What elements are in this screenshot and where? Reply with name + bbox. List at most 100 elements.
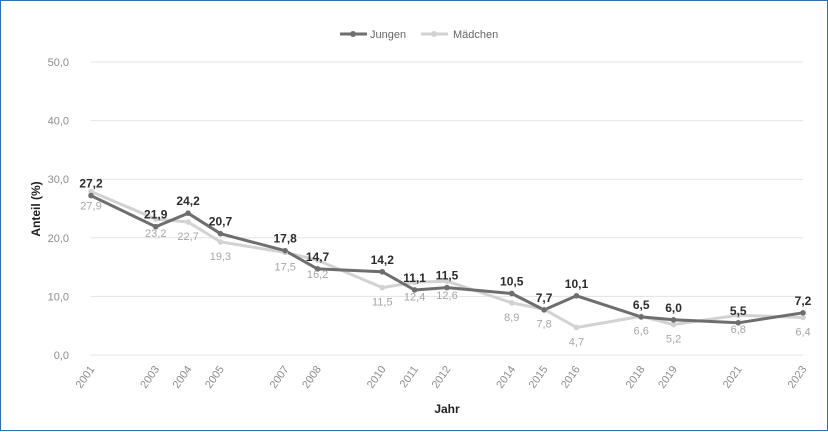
x-tick-label: 2007 xyxy=(268,364,292,391)
marker-jungen xyxy=(735,319,742,326)
x-tick-label: 2015 xyxy=(527,364,551,391)
data-label-maedchen: 6,8 xyxy=(731,324,746,336)
marker-maedchen xyxy=(573,324,580,331)
marker-jungen xyxy=(411,287,418,293)
data-label-jungen: 7,2 xyxy=(795,294,812,308)
data-label-maedchen: 27,9 xyxy=(80,201,101,213)
gridlines xyxy=(91,61,803,356)
marker-maedchen xyxy=(508,300,515,306)
marker-jungen xyxy=(379,268,386,275)
data-label-maedchen: 23,2 xyxy=(145,228,166,240)
data-label-maedchen: 11,5 xyxy=(372,297,393,309)
x-tick-label: 2023 xyxy=(786,364,810,391)
legend-marker-jungen xyxy=(350,31,356,37)
y-tick-label: 30,0 xyxy=(48,174,69,186)
x-tick-label: 2003 xyxy=(138,364,162,391)
marker-jungen xyxy=(152,223,159,230)
marker-jungen xyxy=(800,310,806,316)
marker-maedchen xyxy=(670,321,677,328)
marker-jungen xyxy=(541,307,547,313)
x-axis-ticks: 2001 2003 2004 2005 2007 2008 2010 2011 2012 2014… xyxy=(74,364,810,391)
x-tick-label: 2010 xyxy=(365,364,389,391)
data-label-maedchen: 7,8 xyxy=(536,318,551,330)
legend-marker-maedchen xyxy=(431,31,437,37)
marker-maedchen xyxy=(379,284,386,291)
y-tick-label: 50,0 xyxy=(48,57,69,69)
data-label-jungen: 5,5 xyxy=(730,304,747,318)
marker-maedchen xyxy=(444,278,450,284)
x-tick-label: 2021 xyxy=(721,364,745,391)
data-label-maedchen: 12,6 xyxy=(436,290,457,302)
y-tick-label: 20,0 xyxy=(48,233,69,245)
data-label-jungen: 11,1 xyxy=(403,271,426,285)
data-label-maedchen: 8,9 xyxy=(504,312,519,324)
marker-maedchen xyxy=(735,312,742,318)
data-label-jungen: 6,5 xyxy=(633,298,650,312)
marker-maedchen xyxy=(217,239,224,245)
series-lines xyxy=(90,190,804,329)
data-label-jungen: 11,5 xyxy=(436,269,459,283)
x-axis-title: Jahr xyxy=(434,402,460,416)
marker-jungen xyxy=(508,290,515,297)
x-tick-label: 2019 xyxy=(656,364,680,391)
data-label-jungen: 21,9 xyxy=(144,208,168,222)
marker-jungen xyxy=(314,266,321,272)
y-tick-label: 40,0 xyxy=(48,116,69,128)
x-tick-label: 2001 xyxy=(74,364,98,391)
data-label-maedchen: 6,6 xyxy=(634,325,649,337)
x-tick-label: 2014 xyxy=(494,364,518,391)
y-axis-ticks: 0,0 10,0 20,0 30,0 40,0 50,0 xyxy=(48,57,69,362)
marker-jungen xyxy=(185,210,191,216)
marker-jungen xyxy=(670,317,677,323)
marker-jungen xyxy=(217,230,224,237)
data-label-jungen: 14,7 xyxy=(306,250,330,264)
marker-jungen xyxy=(573,293,580,299)
data-label-jungen: 24,2 xyxy=(176,194,200,208)
x-tick-label: 2012 xyxy=(430,364,454,391)
data-label-maedchen: 17,5 xyxy=(274,261,295,273)
data-label-maedchen: 6,4 xyxy=(795,326,810,338)
x-tick-label: 2016 xyxy=(559,364,583,391)
data-label-jungen: 20,7 xyxy=(209,215,233,229)
x-tick-label: 2011 xyxy=(398,364,421,390)
data-label-jungen: 27,2 xyxy=(79,177,103,191)
y-tick-label: 0,0 xyxy=(54,350,69,362)
data-label-maedchen: 12,4 xyxy=(404,291,425,303)
marker-jungen xyxy=(444,284,450,291)
x-tick-label: 2005 xyxy=(203,364,227,391)
marker-maedchen xyxy=(185,219,191,225)
marker-maedchen xyxy=(152,216,159,222)
x-tick-label: 2008 xyxy=(300,364,324,391)
data-label-maedchen: 22,7 xyxy=(177,231,198,243)
marker-maedchen xyxy=(314,257,321,263)
marker-maedchen xyxy=(411,279,418,286)
x-tick-label: 2004 xyxy=(171,364,195,391)
data-label-maedchen: 16,2 xyxy=(307,269,328,281)
legend-label-maedchen: Mädchen xyxy=(453,29,498,41)
y-tick-label: 10,0 xyxy=(48,291,69,303)
data-label-jungen: 10,5 xyxy=(500,274,524,288)
data-label-jungen: 14,2 xyxy=(371,253,395,267)
data-label-jungen: 10,1 xyxy=(565,277,589,291)
marker-jungen xyxy=(88,192,94,199)
data-label-jungen: 17,8 xyxy=(274,232,298,246)
x-tick-label: 2018 xyxy=(624,364,648,391)
data-label-maedchen: 5,2 xyxy=(666,334,681,346)
data-label-jungen: 7,7 xyxy=(536,291,553,305)
legend-label-jungen: Jungen xyxy=(370,29,406,41)
data-label-maedchen: 19,3 xyxy=(210,251,231,263)
y-axis-title: Anteil (%) xyxy=(29,181,43,236)
series-line-maedchen xyxy=(90,190,804,329)
data-label-maedchen: 4,7 xyxy=(569,336,584,348)
data-label-jungen: 6,0 xyxy=(665,301,682,315)
marker-maedchen xyxy=(800,314,806,321)
series-line-jungen xyxy=(90,194,804,325)
data-labels: 27,2 21,9 24,2 20,7 17,8 14,7 14,2 11,1 11,5 10,5… xyxy=(79,177,811,349)
marker-jungen xyxy=(282,247,288,254)
marker-maedchen xyxy=(88,188,94,195)
series-markers xyxy=(88,188,806,331)
marker-jungen xyxy=(638,314,644,320)
legend: Jungen Mädchen xyxy=(340,29,498,41)
